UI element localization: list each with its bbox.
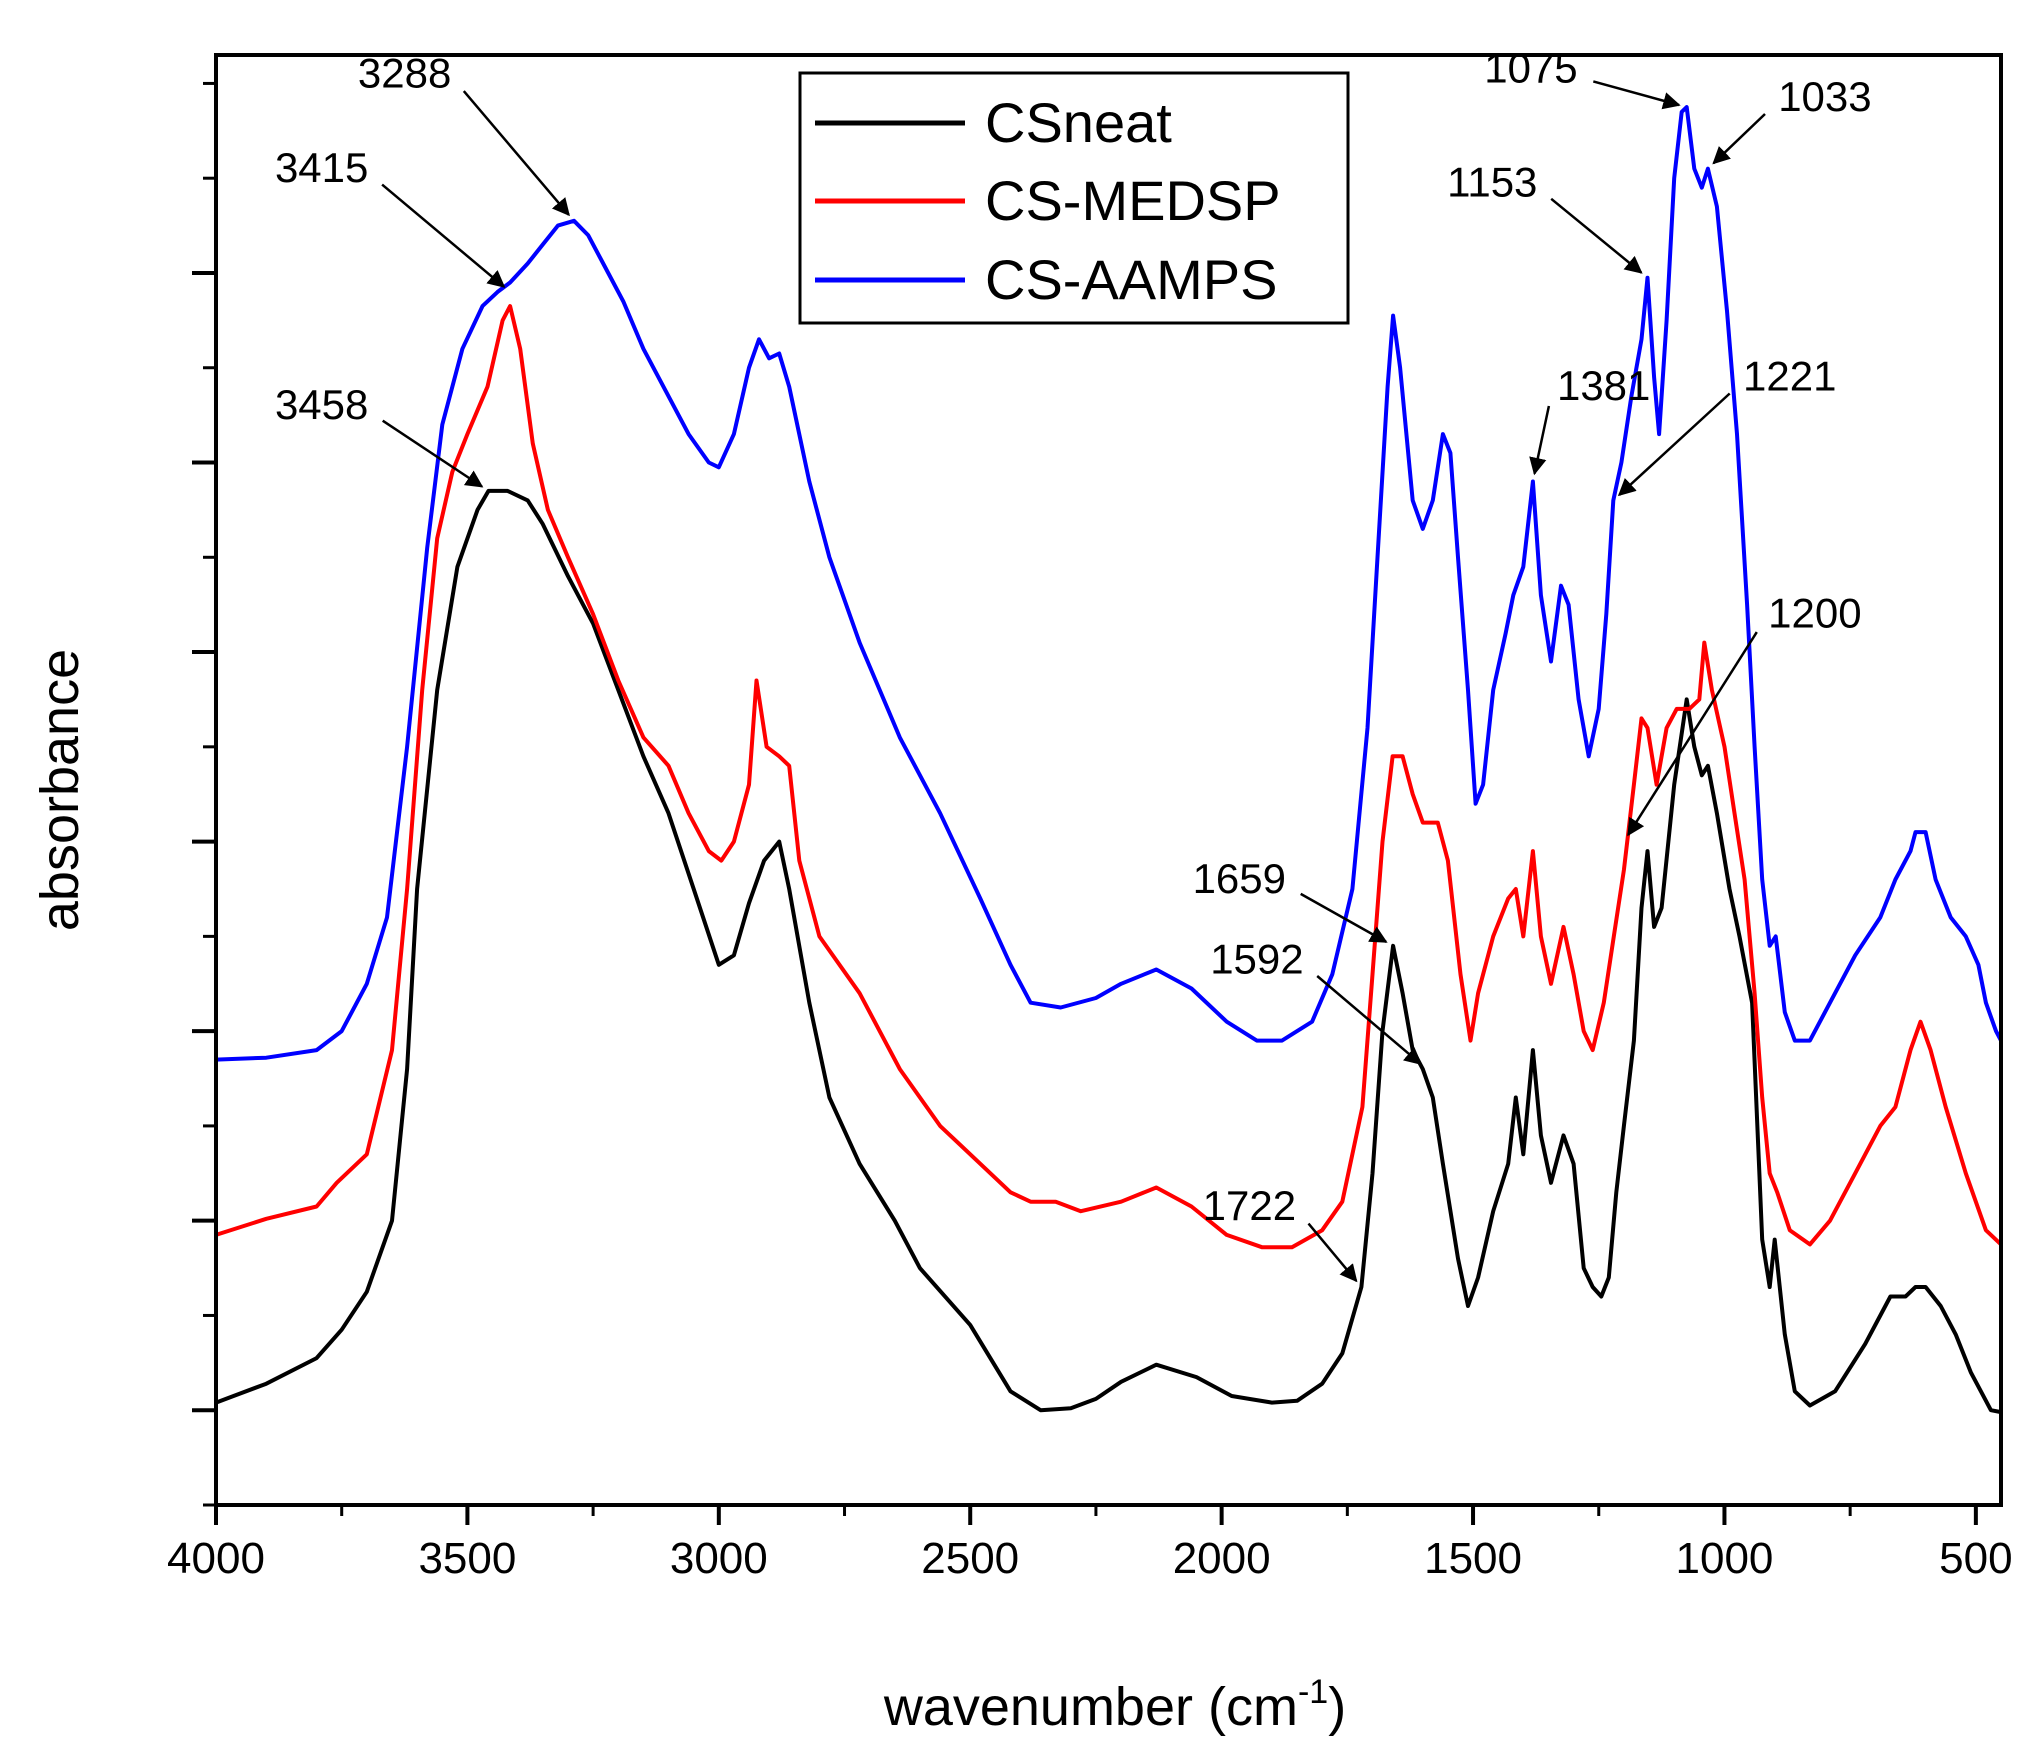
annotation-arrow-1153 bbox=[1550, 197, 1643, 274]
series-line-cs-aamps bbox=[215, 105, 2003, 1062]
x-axis-title-suffix: ) bbox=[1328, 1677, 1346, 1737]
legend-label-cs-aamps: CS-AAMPS bbox=[985, 248, 1278, 311]
annotation-label-1200: 1200 bbox=[1768, 590, 1861, 637]
legend-label-csneat: CSneat bbox=[985, 91, 1172, 154]
annotation-label-3415: 3415 bbox=[275, 144, 368, 191]
plot-frame bbox=[214, 53, 2003, 1507]
annotation-arrow-1033 bbox=[1712, 113, 1766, 165]
annotation-label-1381: 1381 bbox=[1557, 362, 1650, 409]
legend-label-cs-medsp: CS-MEDSP bbox=[985, 169, 1281, 232]
annotation-label-1722: 1722 bbox=[1203, 1182, 1296, 1229]
annotation-arrow-3458 bbox=[382, 419, 484, 488]
x-axis-title: wavenumber (cm-1) bbox=[883, 1673, 1346, 1737]
x-tick-label-3500: 3500 bbox=[418, 1534, 516, 1583]
x-tick-label-2000: 2000 bbox=[1173, 1534, 1271, 1583]
legend: CSneat CS-MEDSP CS-AAMPS bbox=[798, 71, 1350, 325]
x-axis-title-superscript: -1 bbox=[1298, 1673, 1328, 1711]
x-axis-title-main: wavenumber (cm bbox=[883, 1677, 1298, 1737]
y-axis-title: absorbance bbox=[30, 649, 90, 931]
annotation-label-3458: 3458 bbox=[275, 381, 368, 428]
annotation-label-1659: 1659 bbox=[1193, 855, 1286, 902]
annotation-arrow-1075 bbox=[1592, 80, 1681, 110]
series-line-csneat bbox=[215, 488, 2002, 1415]
x-tick-label-1000: 1000 bbox=[1676, 1534, 1774, 1583]
series-layer bbox=[215, 105, 2003, 1415]
annotation-arrow-1722 bbox=[1307, 1222, 1358, 1283]
annotation-label-1221: 1221 bbox=[1743, 353, 1836, 400]
series-line-cs-medsp bbox=[215, 304, 2003, 1250]
annotation-layer: 3288 3415 3458 1659 1592 1722 1075 1033 1153 1381… bbox=[275, 45, 1872, 1283]
x-tick-label-4000: 4000 bbox=[167, 1534, 265, 1583]
x-tick-label-2500: 2500 bbox=[921, 1534, 1019, 1583]
tick-layer: 4000 3500 3000 2500 2000 1500 1000 500 bbox=[167, 81, 2013, 1583]
annotation-arrow-1381 bbox=[1529, 405, 1551, 476]
annotation-arrow-1200 bbox=[1627, 631, 1758, 837]
annotation-arrow-1221 bbox=[1617, 392, 1731, 497]
x-tick-label-500: 500 bbox=[1939, 1534, 2012, 1583]
annotation-arrow-3415 bbox=[381, 183, 506, 288]
annotation-arrow-1592 bbox=[1316, 975, 1423, 1066]
annotation-label-3288: 3288 bbox=[358, 49, 451, 96]
x-tick-label-3000: 3000 bbox=[670, 1534, 768, 1583]
annotation-label-1153: 1153 bbox=[1447, 158, 1537, 205]
annotation-arrow-1659 bbox=[1300, 892, 1388, 943]
annotation-label-1033: 1033 bbox=[1778, 73, 1871, 120]
annotation-label-1075: 1075 bbox=[1484, 45, 1577, 92]
x-tick-label-1500: 1500 bbox=[1424, 1534, 1522, 1583]
annotation-label-1592: 1592 bbox=[1210, 936, 1303, 983]
annotation-arrow-3288 bbox=[462, 90, 570, 217]
